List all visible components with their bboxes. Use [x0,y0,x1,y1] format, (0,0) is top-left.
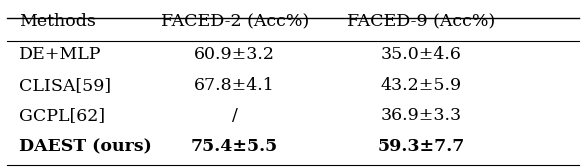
Text: 43.2±5.9: 43.2±5.9 [381,77,462,94]
Text: /: / [231,107,237,124]
Text: 35.0±4.6: 35.0±4.6 [381,46,462,62]
Text: Methods: Methods [19,13,96,30]
Text: FACED-9 (Acc%): FACED-9 (Acc%) [347,13,495,30]
Text: DAEST (ours): DAEST (ours) [19,138,152,155]
Text: FACED-2 (Acc%): FACED-2 (Acc%) [161,13,309,30]
Text: CLISA[59]: CLISA[59] [19,77,111,94]
Text: DE+MLP: DE+MLP [19,46,101,62]
Text: 36.9±3.3: 36.9±3.3 [381,107,462,124]
Text: 60.9±3.2: 60.9±3.2 [194,46,275,62]
Text: 67.8±4.1: 67.8±4.1 [195,77,275,94]
Text: 59.3±7.7: 59.3±7.7 [377,138,465,155]
Text: GCPL[62]: GCPL[62] [19,107,105,124]
Text: 75.4±5.5: 75.4±5.5 [191,138,278,155]
